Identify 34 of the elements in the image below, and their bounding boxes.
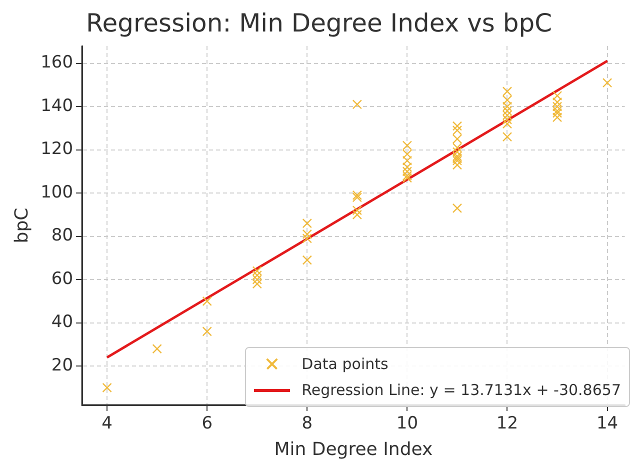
point [502,132,512,142]
point [602,78,612,88]
x-tick-label: 12 [496,414,518,434]
point [202,326,212,336]
legend-label: Data points [302,354,388,375]
x-tick-label: 4 [102,414,112,434]
y-tick-label: 140 [40,96,74,116]
y-tick-label: 100 [40,182,74,202]
x-tick-label: 14 [596,414,618,434]
point [352,210,362,220]
y-tick-label: 120 [40,139,74,160]
point [152,344,162,354]
y-axis-title: bpC [11,208,32,244]
x-axis-title: Min Degree Index [274,438,433,460]
legend-label: Regression Line: y = 13.7131x + -30.8657 [302,380,621,401]
point [352,100,362,110]
point [302,255,312,265]
chart-title: Regression: Min Degree Index vs bpC [86,8,552,38]
y-tick-label: 40 [51,312,74,332]
point [352,206,362,216]
point [352,190,362,200]
y-tick-label: 20 [51,355,74,376]
x-tick-label: 10 [396,414,418,434]
point [452,121,462,131]
point [452,203,462,214]
x-tick-label: 8 [302,414,313,434]
point [202,296,212,306]
y-tick-label: 60 [51,268,74,289]
x-tick-label: 6 [202,414,213,434]
point [302,234,312,244]
y-tick-label: 80 [51,226,74,246]
y-tick-label: 160 [40,52,74,73]
point [102,382,112,393]
point [352,192,362,202]
